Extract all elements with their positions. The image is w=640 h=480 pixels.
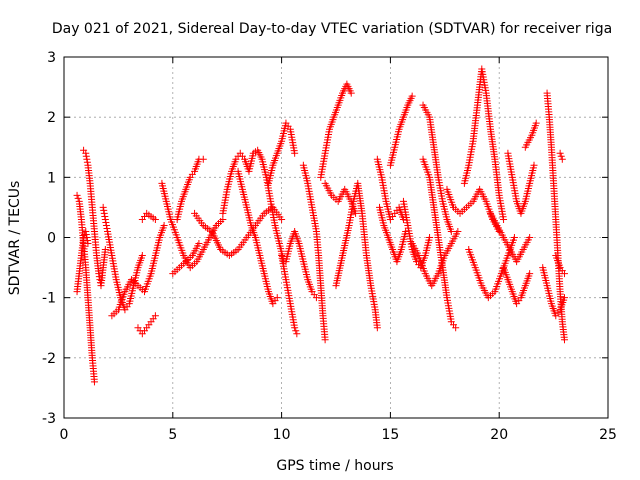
data-point-interp: [83, 155, 91, 163]
x-tick-label: 10: [273, 427, 291, 443]
y-tick-label: 2: [47, 110, 56, 126]
data-point: [452, 324, 460, 332]
data-point: [321, 336, 329, 344]
tick-layer: 0 5 10 15 20 25 -3 -2 -1 0 1 2 3: [42, 50, 617, 443]
data-point: [291, 324, 299, 332]
data-point: [84, 240, 92, 248]
data-point: [82, 149, 90, 157]
data-point-interp: [82, 152, 90, 160]
data-point-interp: [292, 327, 300, 335]
y-tick-label: 1: [47, 170, 56, 186]
data-point: [454, 227, 462, 235]
data-point: [500, 215, 508, 223]
x-axis-label: GPS time / hours: [276, 458, 393, 474]
x-tick-label: 0: [60, 427, 69, 443]
data-point: [312, 294, 320, 302]
data-point: [526, 270, 534, 278]
data-point: [219, 215, 227, 223]
data-point-interp: [102, 218, 110, 226]
data-point: [426, 234, 434, 241]
data-point-interp: [100, 206, 108, 214]
y-axis-label: SDTVAR / TECUs: [7, 181, 23, 296]
y-tick-label: -2: [42, 351, 56, 367]
data-point: [352, 209, 360, 217]
data-point: [556, 149, 564, 157]
y-tick-label: 3: [47, 50, 56, 66]
y-tick-label: -1: [42, 291, 56, 307]
y-tick-label: 0: [47, 231, 56, 247]
data-point-interp: [83, 158, 91, 166]
data-point: [151, 215, 159, 223]
data-point: [278, 215, 286, 223]
y-tick-label: -3: [42, 411, 56, 427]
data-point: [99, 203, 107, 211]
x-tick-label: 20: [490, 427, 508, 443]
data-point: [138, 252, 146, 260]
data-point-interp: [83, 234, 91, 241]
data-point: [95, 270, 103, 278]
data-point: [199, 155, 207, 163]
x-tick-label: 5: [168, 427, 177, 443]
data-point: [510, 234, 518, 241]
data-point: [558, 155, 566, 163]
data-point: [530, 161, 538, 169]
data-point: [526, 234, 534, 241]
data-point: [273, 294, 281, 302]
data-point-interp: [74, 194, 82, 202]
data-marks: [73, 65, 568, 386]
data-point: [447, 227, 455, 235]
data-point: [347, 89, 355, 97]
data-point-interp: [82, 230, 90, 238]
data-point: [291, 149, 299, 157]
data-point-interp: [103, 224, 111, 232]
data-point-interp: [101, 212, 109, 220]
data-point: [82, 227, 90, 235]
data-point: [101, 215, 109, 223]
data-point: [560, 336, 568, 344]
data-point: [101, 246, 109, 254]
data-point: [373, 324, 381, 332]
x-tick-label: 15: [381, 427, 399, 443]
data-point: [73, 191, 81, 199]
data-point: [408, 92, 416, 100]
data-point: [195, 240, 203, 248]
data-point-interp: [557, 152, 565, 160]
data-point-interp: [100, 209, 108, 217]
x-tick-label: 25: [599, 427, 617, 443]
data-point-interp: [83, 237, 91, 245]
data-point-interp: [102, 221, 110, 229]
data-point: [90, 378, 98, 386]
data-point: [151, 312, 159, 320]
data-point: [532, 119, 540, 127]
chart-title: Day 021 of 2021, Sidereal Day-to-day VTE…: [52, 21, 612, 37]
data-point: [560, 294, 568, 302]
data-point: [160, 221, 168, 229]
data-point: [560, 270, 568, 278]
data-point: [293, 330, 301, 338]
